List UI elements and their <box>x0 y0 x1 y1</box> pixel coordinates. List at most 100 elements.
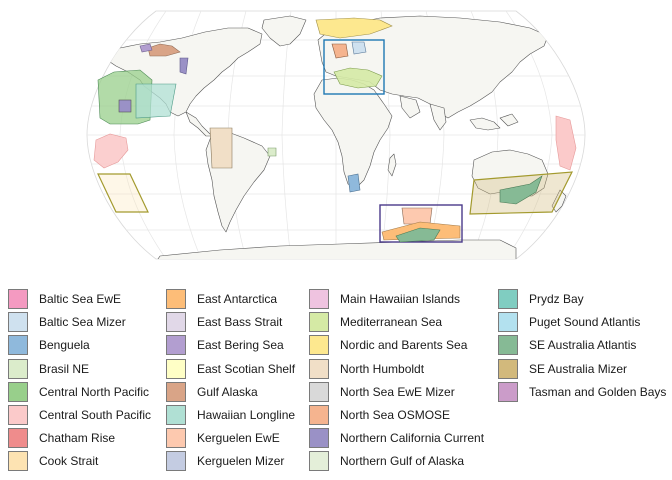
legend-label: Hawaiian Longline <box>197 408 296 422</box>
legend-label: Northern California Current <box>340 431 485 446</box>
region-central-south-pacific <box>93 133 129 169</box>
legend-item: North Sea EwE Mizer <box>309 381 455 403</box>
legend-item: Brasil NE <box>8 358 89 380</box>
legend-swatch <box>309 335 329 356</box>
legend-item: Kerguelen EwE <box>166 427 280 449</box>
legend-swatch <box>166 312 186 333</box>
legend-item: Central North Pacific <box>8 381 149 403</box>
legend-item: East Antarctica <box>166 288 277 310</box>
legend-swatch <box>166 451 186 472</box>
region-europe-box <box>323 39 385 95</box>
legend-item: Mediterranean Sea <box>309 311 442 333</box>
legend-label: Central North Pacific <box>39 384 150 399</box>
legend-label: Main Hawaiian Islands <box>340 292 461 306</box>
legend-swatch <box>309 358 329 379</box>
legend-item: East Bass Strait <box>166 311 282 333</box>
legend-label: Mediterranean Sea <box>340 315 443 330</box>
legend-label: Gulf Alaska <box>197 384 258 399</box>
legend-label: Northern Gulf of Alaska <box>340 454 465 469</box>
legend-label: Baltic Sea Mizer <box>39 315 126 330</box>
legend-item: Gulf Alaska <box>166 381 258 403</box>
legend-swatch <box>8 289 28 309</box>
legend-item: North Humboldt <box>309 358 424 380</box>
legend-swatch <box>498 312 518 333</box>
legend-item: East Scotian Shelf <box>166 358 295 380</box>
region-mediterranean <box>333 67 383 89</box>
legend-swatch <box>498 358 518 379</box>
legend-label: East Scotian Shelf <box>197 361 296 376</box>
region-nordic-barents <box>315 17 393 39</box>
legend-swatch <box>309 428 329 449</box>
legend-swatch <box>309 289 329 309</box>
legend-item: Northern California Current <box>309 427 484 449</box>
region-main-hawaiian-islands <box>118 99 132 113</box>
legend-item: Baltic Sea EwE <box>8 288 121 310</box>
legend-label: Benguela <box>39 338 90 353</box>
legend-swatch <box>498 381 518 402</box>
legend-swatch <box>8 405 28 425</box>
legend-item: Chatham Rise <box>8 427 115 449</box>
region-benguela <box>347 173 361 193</box>
legend-swatch <box>166 289 186 309</box>
legend-item: Prydz Bay <box>498 288 584 310</box>
legend-item: North Sea OSMOSE <box>309 404 450 426</box>
legend-item: SE Australia Mizer <box>498 358 627 380</box>
legend-swatch <box>309 381 329 402</box>
legend-label: North Sea EwE Mizer <box>340 384 455 399</box>
legend-label: Cook Strait <box>39 454 99 469</box>
legend-item: East Bering Sea <box>166 334 284 356</box>
legend-label: SE Australia Atlantis <box>529 338 637 353</box>
legend-swatch <box>8 335 28 356</box>
world-map <box>86 10 586 260</box>
region-gulf-alaska <box>147 43 181 57</box>
legend-item: Puget Sound Atlantis <box>498 311 640 333</box>
region-se-australia-atlantis <box>499 175 543 205</box>
legend-label: East Antarctica <box>197 292 278 306</box>
legend-swatch <box>309 451 329 472</box>
legend-label: Chatham Rise <box>39 431 116 446</box>
legend-label: Kerguelen EwE <box>197 431 280 446</box>
region-northern-california-current <box>179 57 189 75</box>
legend-label: North Humboldt <box>340 361 425 376</box>
legend-swatch <box>8 358 28 379</box>
region-east-bering-sea <box>139 43 153 53</box>
legend-item: Benguela <box>8 334 90 356</box>
legend-label: SE Australia Mizer <box>529 361 628 376</box>
legend-swatch <box>8 312 28 333</box>
legend-swatch <box>166 358 186 379</box>
region-baltic-sea <box>351 41 367 55</box>
region-hawaiian-longline <box>135 83 177 119</box>
legend-label: Tasman and Golden Bays <box>529 384 667 399</box>
legend-swatch <box>166 381 186 402</box>
legend-swatch <box>166 428 186 449</box>
legend-item: Cook Strait <box>8 450 98 472</box>
legend-swatch <box>8 381 28 402</box>
legend-swatch <box>8 451 28 472</box>
legend-swatch <box>309 312 329 333</box>
legend-label: Prydz Bay <box>529 292 584 306</box>
legend-item: Northern Gulf of Alaska <box>309 450 464 472</box>
study-regions <box>93 17 577 243</box>
legend-swatch <box>166 335 186 356</box>
legend-item: SE Australia Atlantis <box>498 334 636 356</box>
legend-label: Nordic and Barents Sea <box>340 338 468 353</box>
legend-label: East Bering Sea <box>197 338 284 353</box>
legend-label: Puget Sound Atlantis <box>529 315 641 330</box>
land <box>103 15 567 259</box>
legend-swatch <box>498 335 518 356</box>
region-prydz-bay <box>395 227 441 243</box>
legend-swatch <box>166 405 186 425</box>
legend-item: Hawaiian Longline <box>166 404 295 426</box>
legend-label: East Bass Strait <box>197 315 283 330</box>
legend-item: Nordic and Barents Sea <box>309 334 467 356</box>
legend-swatch <box>8 428 28 449</box>
region-cook-strait-box <box>97 173 149 213</box>
legend-item: Main Hawaiian Islands <box>309 288 460 310</box>
region-brasil-ne <box>267 147 277 157</box>
legend-label: Baltic Sea EwE <box>39 292 122 306</box>
legend-swatch <box>309 405 329 425</box>
legend-label: Central South Pacific <box>39 408 152 422</box>
region-north-humboldt <box>209 127 233 169</box>
legend-item: Baltic Sea Mizer <box>8 311 126 333</box>
